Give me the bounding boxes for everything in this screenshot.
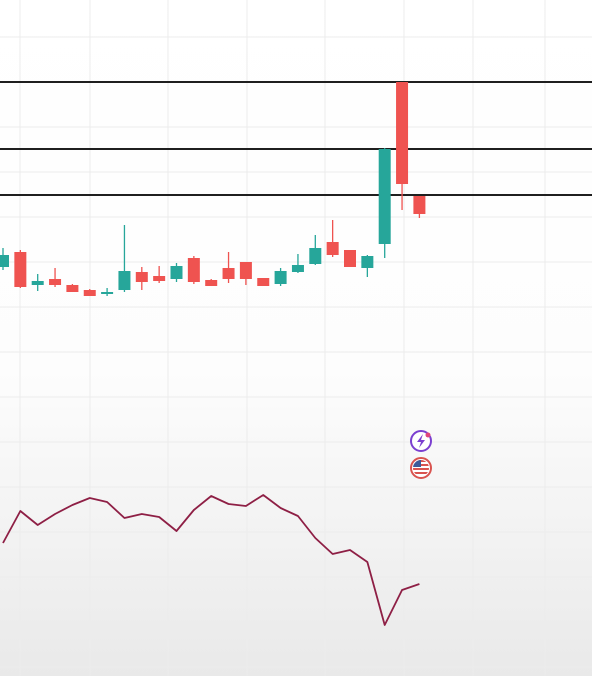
candle-body [153, 276, 166, 281]
candle-body [170, 266, 183, 279]
indicator-line [2, 494, 420, 626]
candle-body [31, 281, 44, 285]
candle-body [187, 258, 200, 282]
candle-body [344, 250, 356, 267]
candle-body [257, 278, 270, 286]
candle-body [361, 256, 374, 268]
plot [0, 82, 426, 626]
candle-body [118, 271, 131, 290]
candle-body [378, 149, 391, 244]
candle-body [239, 262, 252, 279]
candle-body [396, 82, 409, 184]
candle-body [222, 268, 235, 279]
candle-body [49, 279, 62, 285]
candle-body [14, 252, 27, 287]
candle-body [66, 285, 79, 292]
candle-body [309, 248, 322, 264]
candle-body [274, 271, 287, 284]
event-icon[interactable] [410, 430, 432, 452]
flag-icon[interactable] [410, 457, 432, 479]
candle-body [413, 196, 426, 214]
candle-body [83, 290, 96, 296]
candle-body [205, 280, 218, 286]
candle-body [291, 265, 304, 272]
candle-body [326, 242, 339, 255]
candle-body [135, 272, 148, 282]
candle-body [0, 255, 9, 267]
candle-body [101, 292, 114, 294]
levels [0, 81, 592, 196]
